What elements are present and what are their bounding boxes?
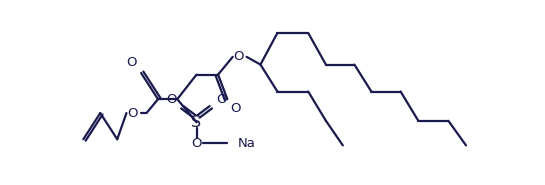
Text: O: O bbox=[128, 107, 138, 120]
Text: O: O bbox=[191, 137, 202, 150]
Text: O: O bbox=[167, 93, 177, 106]
Text: Na: Na bbox=[238, 137, 255, 150]
Text: O: O bbox=[216, 93, 226, 106]
Text: O: O bbox=[230, 102, 240, 115]
Text: O: O bbox=[126, 56, 136, 69]
Text: S: S bbox=[191, 115, 202, 130]
Text: O: O bbox=[234, 50, 244, 63]
